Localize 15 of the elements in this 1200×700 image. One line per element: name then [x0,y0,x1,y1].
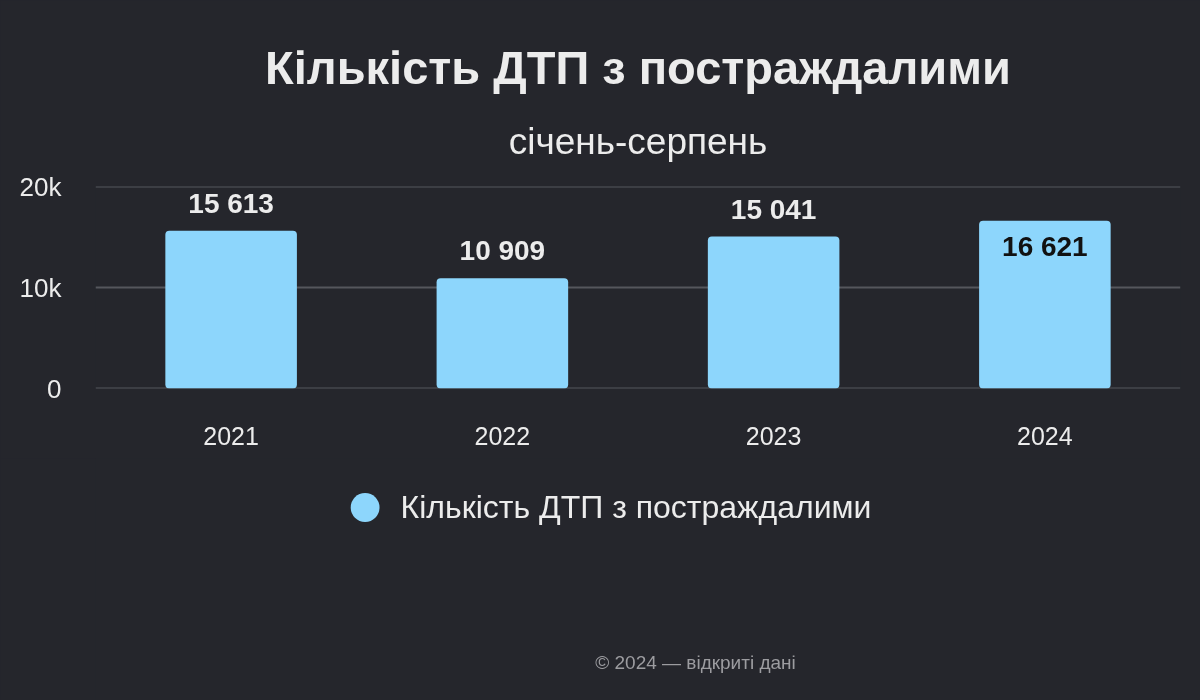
chart-title: Кількість ДТП з постраждалими [265,40,1011,94]
data-label: 10 909 [459,235,546,267]
legend-label: Кількість ДТП з постраждалими [400,488,872,526]
x-tick-label: 2024 [1017,421,1073,450]
data-label: 15 041 [730,193,817,225]
x-tick-label: 2023 [745,421,802,450]
data-label: 15 613 [188,187,274,219]
x-tick-label: 2022 [474,421,531,450]
chart-subtitle: січень-серпень [508,120,768,162]
y-tick-label: 0 [47,373,62,404]
y-tick-label: 20k [19,171,63,202]
y-tick-label: 10k [19,272,63,303]
x-tick-label: 2021 [203,421,259,450]
data-label: 16 621 [1002,230,1088,262]
text: © 2024 — відкриті дані [595,652,796,673]
